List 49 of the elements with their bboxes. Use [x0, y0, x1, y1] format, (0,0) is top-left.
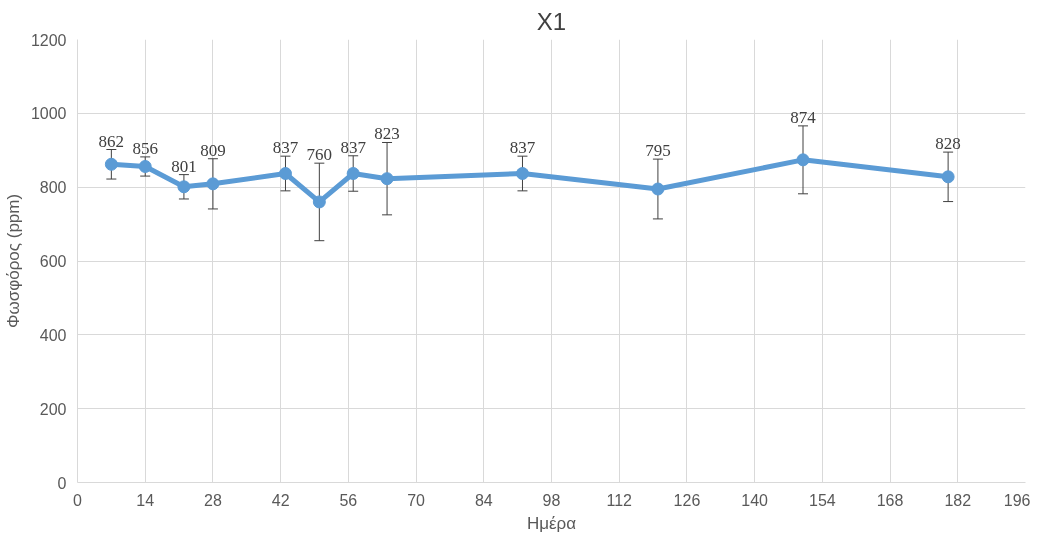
- x-tick-label: 28: [204, 491, 222, 509]
- data-label: 837: [272, 138, 299, 158]
- point: [206, 177, 220, 191]
- data-label: 809: [200, 140, 226, 160]
- y-axis-title: Φωσφόρος (ppm): [3, 193, 23, 329]
- x-tick-label: 126: [673, 491, 701, 509]
- data-label: 862: [98, 131, 125, 151]
- x-tick-label: 0: [73, 491, 83, 509]
- y-tick-label: 1200: [30, 31, 67, 49]
- x-tick-label: 14: [136, 491, 155, 509]
- point: [177, 180, 191, 194]
- point: [796, 153, 810, 167]
- point: [312, 195, 326, 209]
- point: [380, 172, 394, 186]
- x-tick-label: 84: [474, 491, 493, 509]
- data-label: 874: [790, 107, 817, 127]
- x-tick-label: 140: [741, 491, 769, 509]
- chart-title: X1: [536, 7, 567, 35]
- point: [138, 160, 152, 173]
- point: [104, 157, 118, 171]
- data-label: 837: [340, 137, 367, 157]
- point: [278, 167, 292, 180]
- data-label: 823: [374, 124, 400, 144]
- x-tick-label: 70: [407, 491, 426, 509]
- x-axis-title: Ημέρα: [526, 513, 577, 533]
- y-tick-label: 800: [39, 179, 67, 197]
- point: [346, 167, 360, 180]
- y-tick-label: 400: [39, 326, 67, 344]
- point: [651, 182, 665, 196]
- data-label: 828: [935, 134, 961, 154]
- point: [515, 167, 529, 180]
- x-tick-label: 98: [542, 491, 561, 509]
- x-tick-label: 42: [271, 491, 290, 509]
- y-tick-label: 200: [39, 400, 67, 418]
- y-tick-label: 0: [57, 474, 67, 492]
- x-tick-label: 182: [944, 491, 972, 509]
- x-tick-label: 154: [809, 491, 836, 509]
- x-tick-label: 168: [876, 491, 904, 509]
- data-label: 801: [171, 156, 197, 176]
- y-tick-label: 600: [39, 253, 67, 270]
- point: [941, 170, 955, 184]
- y-tick-label: 1000: [30, 105, 67, 123]
- x-tick-label: 56: [339, 491, 358, 509]
- data-label: 837: [509, 138, 536, 158]
- data-label: 856: [132, 138, 158, 158]
- x-tick-label: 112: [606, 491, 633, 509]
- data-label: 760: [306, 145, 333, 165]
- data-label: 795: [645, 141, 671, 161]
- x-tick-label: 196: [1003, 491, 1031, 509]
